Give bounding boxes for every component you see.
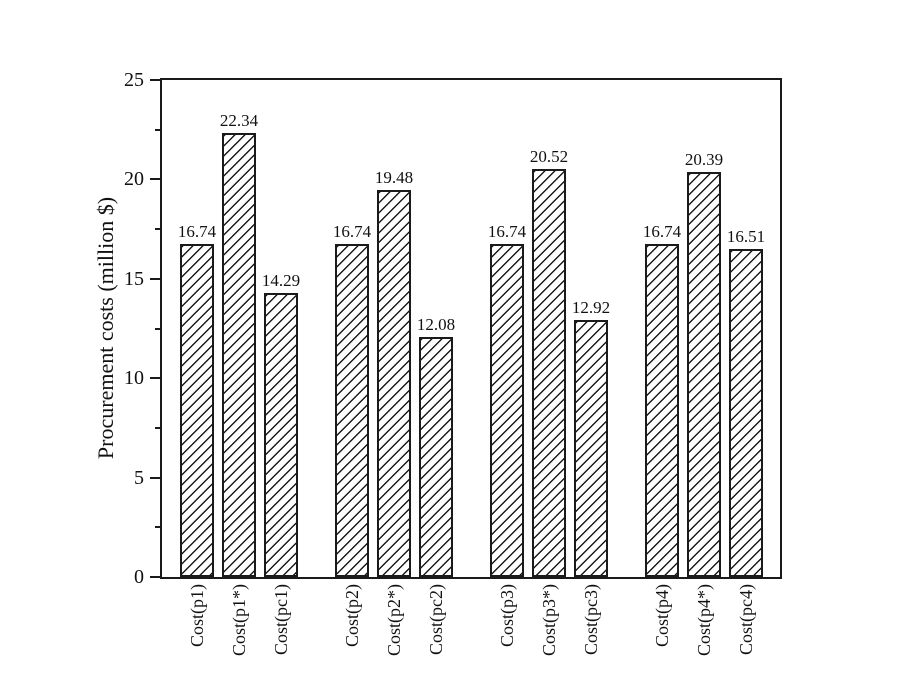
bar-value-label: 16.74: [332, 222, 372, 242]
y-minor-tick: [155, 526, 160, 529]
x-tick-label: Cost(p1*): [229, 584, 249, 656]
bar-value-label: 12.08: [416, 314, 456, 334]
bar-value-label: 20.52: [529, 147, 569, 167]
bar: [729, 248, 763, 577]
bar-value-label: 16.74: [177, 222, 217, 242]
bar: [180, 244, 214, 577]
y-major-tick: [150, 377, 160, 380]
y-major-tick: [150, 79, 160, 81]
bar: [687, 171, 721, 577]
bar: [419, 336, 453, 577]
y-tick-label: 5: [134, 466, 144, 489]
bar: [335, 244, 369, 577]
bar: [532, 169, 566, 577]
y-tick-label: 0: [134, 566, 144, 588]
y-tick-label: 20: [124, 168, 144, 191]
bar-value-label: 19.48: [374, 167, 414, 187]
x-tick-label: Cost(pc3): [581, 584, 601, 655]
x-tick-label: Cost(p2*): [384, 584, 404, 656]
bar-value-label: 14.29: [261, 270, 301, 290]
y-minor-tick: [155, 327, 160, 330]
bar-value-label: 12.92: [571, 298, 611, 318]
x-tick-label: Cost(p4*): [694, 584, 714, 656]
y-major-tick: [150, 178, 160, 181]
bar-value-label: 16.51: [726, 226, 766, 246]
y-tick-label: 15: [124, 267, 144, 290]
x-tick-label: Cost(p1): [187, 584, 207, 647]
y-minor-tick: [155, 426, 160, 429]
x-tick-label: Cost(pc1): [271, 584, 291, 655]
y-tick-label: 10: [124, 367, 144, 390]
bar-value-label: 16.74: [642, 222, 682, 242]
bar: [490, 244, 524, 577]
bar: [264, 292, 298, 577]
bar: [377, 189, 411, 577]
x-tick-label: Cost(p3*): [539, 584, 559, 656]
bar: [222, 132, 256, 577]
bar-value-label: 16.74: [487, 222, 527, 242]
y-major-tick: [150, 277, 160, 280]
bar: [645, 244, 679, 577]
y-major-tick: [150, 576, 160, 578]
bar: [574, 320, 608, 577]
x-tick-label: Cost(p3): [497, 584, 517, 647]
x-tick-label: Cost(p2): [342, 584, 362, 647]
bar-value-label: 22.34: [219, 110, 259, 130]
x-tick-label: Cost(pc4): [736, 584, 756, 655]
y-minor-tick: [155, 128, 160, 131]
x-tick-label: Cost(pc2): [426, 584, 446, 655]
y-major-tick: [150, 476, 160, 479]
y-tick-label: 25: [124, 69, 144, 91]
x-tick-label: Cost(p4): [652, 584, 672, 647]
y-minor-tick: [155, 228, 160, 231]
bar-value-label: 20.39: [684, 149, 724, 169]
